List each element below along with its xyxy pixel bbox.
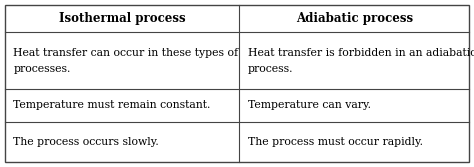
Text: Isothermal process: Isothermal process — [59, 12, 185, 25]
Text: Temperature can vary.: Temperature can vary. — [248, 101, 371, 111]
Text: The process occurs slowly.: The process occurs slowly. — [13, 137, 159, 147]
Text: The process must occur rapidly.: The process must occur rapidly. — [248, 137, 423, 147]
Text: Adiabatic process: Adiabatic process — [296, 12, 413, 25]
Text: Heat transfer is forbidden in an adiabatic
process.: Heat transfer is forbidden in an adiabat… — [248, 48, 474, 73]
Text: Temperature must remain constant.: Temperature must remain constant. — [13, 101, 210, 111]
Text: Heat transfer can occur in these types of
processes.: Heat transfer can occur in these types o… — [13, 48, 238, 73]
